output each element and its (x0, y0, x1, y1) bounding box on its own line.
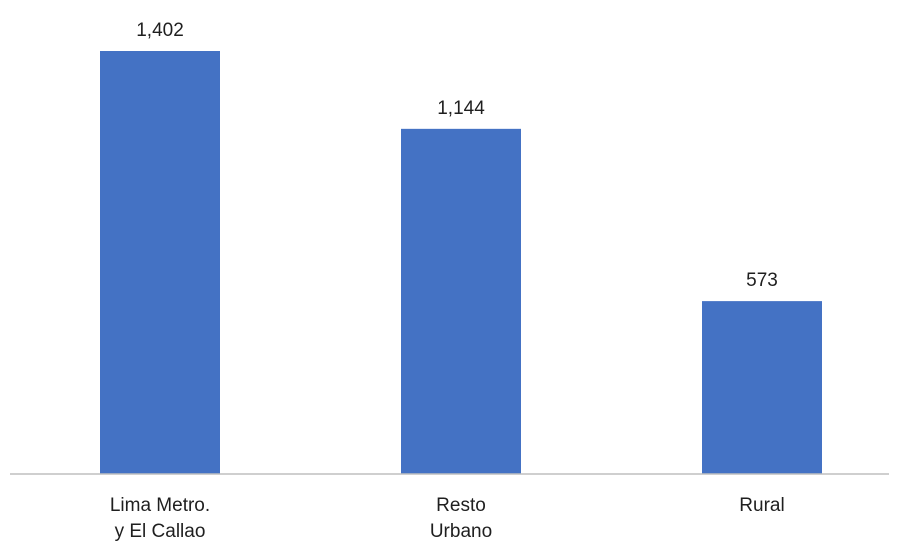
category-label-2-line-2: Urbano (430, 521, 492, 542)
category-label-2-line-1: Resto (436, 495, 486, 516)
bars-group (100, 51, 822, 474)
value-label-2: 1,144 (437, 98, 485, 119)
value-labels-group: 1,402 1,144 573 (136, 20, 778, 291)
bar-2 (401, 128, 521, 474)
category-label-3-line-1: Rural (739, 495, 784, 516)
category-labels-group: Lima Metro. y El Callao Resto Urbano Rural (110, 495, 785, 542)
category-label-1-line-1: Lima Metro. (110, 495, 210, 516)
bar-3 (702, 301, 822, 474)
bar-1 (100, 51, 220, 474)
value-label-1: 1,402 (136, 20, 184, 41)
category-label-1-line-2: y El Callao (115, 521, 206, 542)
value-label-3: 573 (746, 270, 778, 291)
